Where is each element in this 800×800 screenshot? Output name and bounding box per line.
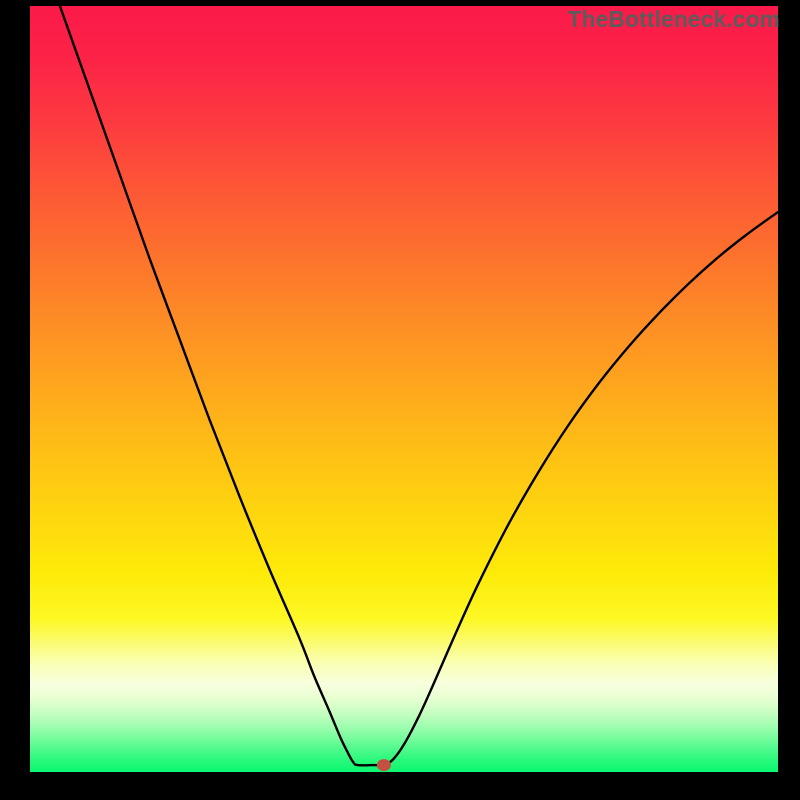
watermark-text: TheBottleneck.com xyxy=(568,6,780,33)
recommendation-marker xyxy=(377,759,391,771)
curve-layer xyxy=(30,6,778,772)
plot-area xyxy=(30,6,778,772)
stage: TheBottleneck.com xyxy=(0,0,800,800)
plot-frame xyxy=(30,6,778,772)
bottleneck-curve xyxy=(60,6,778,766)
